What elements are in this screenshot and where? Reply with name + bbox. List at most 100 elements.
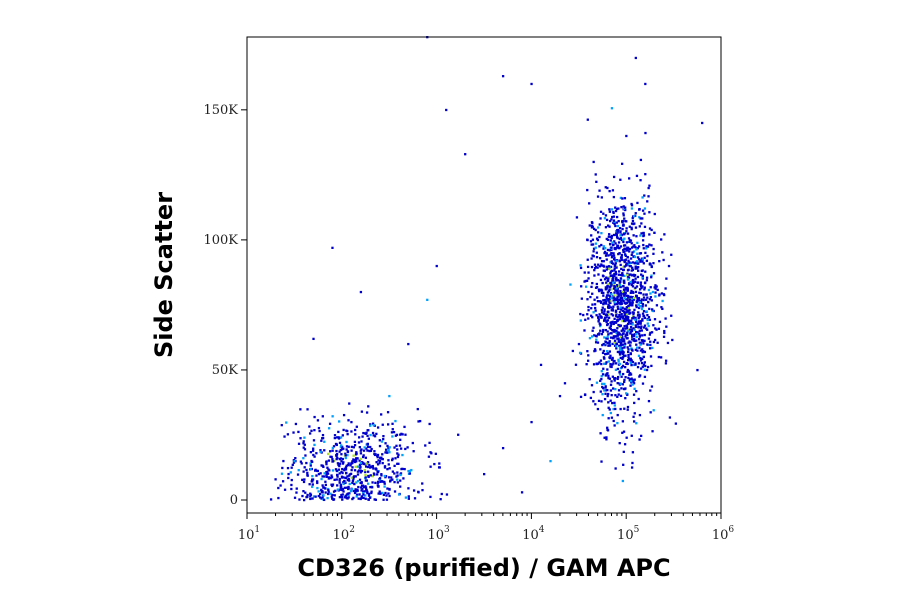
data-point [291, 463, 294, 466]
data-point [642, 326, 646, 329]
data-point [631, 360, 635, 364]
data-point [640, 273, 643, 276]
data-point [613, 401, 616, 405]
data-point [619, 245, 623, 248]
data-point [616, 278, 620, 282]
data-point [627, 237, 631, 240]
data-point [332, 445, 336, 448]
data-point [594, 403, 597, 406]
data-point [629, 361, 632, 365]
data-point [634, 212, 637, 215]
data-point [621, 356, 625, 359]
data-point [391, 435, 394, 438]
data-point [631, 338, 634, 341]
data-point [601, 330, 605, 333]
data-point [606, 283, 610, 286]
data-point [619, 277, 623, 280]
data-point [321, 464, 324, 467]
data-point [323, 440, 326, 443]
data-point [591, 303, 594, 306]
data-point [649, 286, 652, 289]
data-point [351, 466, 354, 469]
data-point [605, 337, 608, 340]
data-point [633, 412, 636, 415]
data-point [585, 279, 589, 282]
data-point [606, 392, 610, 396]
data-point [608, 219, 612, 223]
data-point [362, 454, 365, 457]
data-point [399, 473, 402, 477]
data-point [376, 455, 379, 459]
data-point [637, 303, 640, 306]
data-point [607, 352, 610, 355]
data-point [606, 319, 610, 322]
data-point [625, 305, 628, 309]
data-point [622, 284, 625, 288]
data-point [609, 265, 613, 269]
data-point [608, 356, 611, 359]
data-point [396, 478, 399, 481]
data-point [318, 493, 322, 496]
data-point [602, 245, 605, 248]
data-point [333, 494, 336, 497]
data-point [336, 488, 339, 491]
data-point [616, 315, 619, 319]
data-point [637, 262, 640, 265]
data-point [627, 376, 630, 380]
data-point [298, 498, 301, 501]
data-point [611, 328, 614, 332]
data-point [610, 365, 613, 368]
data-point [623, 380, 626, 384]
data-point [625, 249, 628, 252]
data-point [621, 327, 625, 330]
data-point [605, 296, 608, 299]
data-point [600, 460, 603, 463]
data-point [612, 407, 615, 411]
data-point [650, 299, 653, 302]
data-point [600, 377, 603, 381]
data-point [647, 288, 651, 292]
data-point [649, 331, 652, 334]
data-point [313, 443, 316, 447]
data-point [609, 399, 612, 402]
data-point [624, 319, 627, 323]
data-point [646, 245, 650, 248]
data-point [338, 477, 341, 481]
data-point [624, 335, 627, 338]
data-point [639, 259, 642, 262]
data-point [613, 359, 616, 363]
data-point [410, 468, 413, 472]
data-point [357, 485, 360, 489]
data-point [617, 389, 621, 392]
data-point [357, 441, 361, 444]
data-point [670, 314, 673, 317]
data-point [381, 423, 384, 426]
data-point [280, 472, 284, 475]
data-point [326, 466, 329, 469]
data-point [611, 269, 614, 273]
data-point [330, 483, 333, 486]
data-point [595, 381, 599, 384]
data-point [603, 318, 606, 321]
data-point [627, 321, 631, 324]
data-point [601, 413, 604, 417]
data-point [593, 348, 597, 351]
data-point [633, 222, 636, 225]
data-point [303, 466, 306, 469]
data-point [631, 268, 635, 272]
data-point [660, 238, 663, 241]
data-point [590, 257, 593, 260]
data-point [584, 318, 587, 321]
data-point [600, 291, 604, 294]
data-point [627, 318, 630, 322]
data-point [364, 432, 367, 435]
data-point [626, 362, 629, 366]
data-point [331, 460, 335, 463]
data-point [362, 490, 365, 493]
data-point [308, 432, 312, 435]
data-point [303, 443, 306, 446]
data-point [312, 453, 315, 457]
data-point [364, 456, 368, 459]
data-point [619, 308, 622, 311]
data-point [603, 298, 607, 302]
